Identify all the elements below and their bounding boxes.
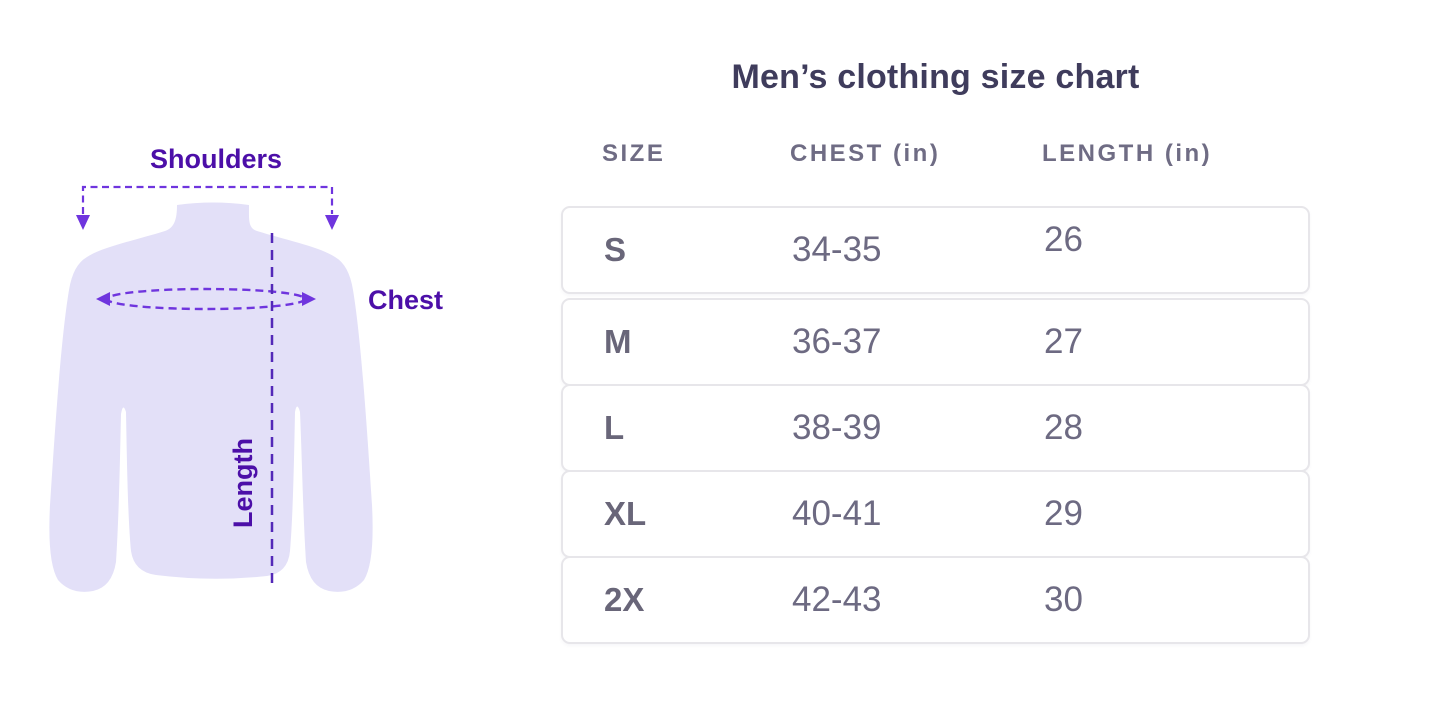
size-cell: XL (604, 495, 647, 532)
page-title: Men’s clothing size chart (731, 58, 1140, 96)
shirt-measurement-diagram: Shoulders Chest Length (49, 144, 443, 592)
table-row-m: M 36-37 27 (561, 298, 1310, 386)
table-row-2x: 2X 42-43 30 (561, 556, 1310, 644)
chest-cell: 40-41 (792, 494, 882, 533)
length-cell: 29 (1044, 494, 1083, 533)
shoulders-label: Shoulders (150, 144, 282, 174)
chest-cell: 38-39 (792, 408, 882, 447)
arrow-left-icon (96, 292, 110, 306)
size-cell: L (604, 409, 625, 446)
length-label: Length (228, 438, 258, 528)
table-row-s: S 34-35 26 (561, 206, 1310, 294)
chest-cell: 42-43 (792, 580, 882, 619)
shirt-silhouette (49, 202, 373, 592)
length-cell: 30 (1044, 580, 1083, 619)
length-cell: 28 (1044, 408, 1083, 447)
col-header-chest: CHEST (in) (790, 140, 941, 167)
size-table: S 34-35 26 M 36-37 27 L 38-39 28 XL 40-4… (561, 206, 1310, 644)
length-cell: 26 (1044, 220, 1083, 259)
size-cell: S (604, 231, 627, 268)
col-header-length: LENGTH (in) (1042, 140, 1213, 167)
col-header-size: SIZE (602, 140, 666, 167)
table-header: SIZE CHEST (in) LENGTH (in) (561, 140, 1310, 168)
shoulders-measure-line (81, 185, 334, 214)
arrow-down-right-icon (325, 215, 339, 230)
chest-cell: 34-35 (792, 230, 882, 269)
size-cell: 2X (604, 581, 645, 618)
chest-label: Chest (368, 285, 443, 315)
length-cell: 27 (1044, 322, 1083, 361)
arrow-down-left-icon (76, 215, 90, 230)
arrow-right-icon (302, 292, 316, 306)
chest-cell: 36-37 (792, 322, 882, 361)
table-row-l: L 38-39 28 (561, 384, 1310, 472)
size-cell: M (604, 323, 632, 360)
table-row-xl: XL 40-41 29 (561, 470, 1310, 558)
